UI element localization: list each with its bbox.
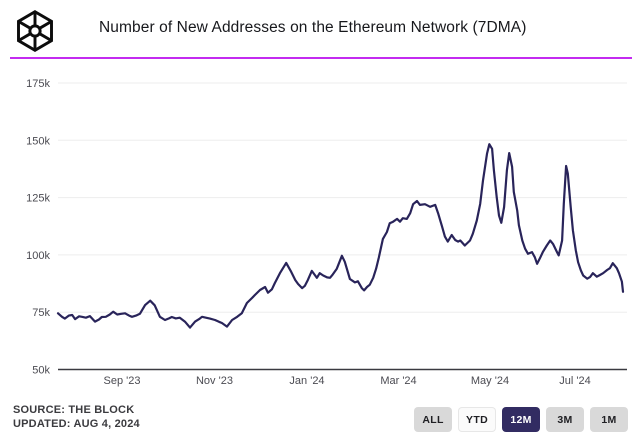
x-axis-tick-label: Nov '23 xyxy=(196,375,233,387)
x-axis-tick-label: Jan '24 xyxy=(289,375,324,387)
timeframe-button-12m[interactable]: 12M xyxy=(502,407,540,432)
x-axis-tick-label: Jul '24 xyxy=(559,375,590,387)
y-axis-tick-label: 50k xyxy=(32,365,50,377)
header-accent-rule xyxy=(10,57,632,59)
y-axis-tick-label: 125k xyxy=(26,193,50,205)
y-axis-tick-label: 75k xyxy=(32,307,50,319)
timeframe-button-ytd[interactable]: YTD xyxy=(458,407,496,432)
y-axis-tick-label: 100k xyxy=(26,250,50,262)
x-axis-tick-label: Mar '24 xyxy=(380,375,416,387)
page-title: Number of New Addresses on the Ethereum … xyxy=(99,19,527,36)
timeframe-button-all[interactable]: ALL xyxy=(414,407,452,432)
timeframe-button-1m[interactable]: 1M xyxy=(590,407,628,432)
the-block-logo-icon xyxy=(17,10,53,52)
data-series-line xyxy=(56,143,625,329)
x-axis-tick-label: Sep '23 xyxy=(104,375,141,387)
updated-label: UPDATED: AUG 4, 2024 xyxy=(13,418,140,430)
y-axis-tick-label: 175k xyxy=(26,78,50,90)
source-attribution: SOURCE: THE BLOCK UPDATED: AUG 4, 2024 xyxy=(13,403,140,431)
y-axis-tick-label: 150k xyxy=(26,135,50,147)
timeframe-button-3m[interactable]: 3M xyxy=(546,407,584,432)
timeframe-selector: ALL YTD 12M 3M 1M xyxy=(414,407,628,432)
x-axis-tick-label: May '24 xyxy=(471,375,509,387)
source-label: SOURCE: THE BLOCK xyxy=(13,404,135,416)
